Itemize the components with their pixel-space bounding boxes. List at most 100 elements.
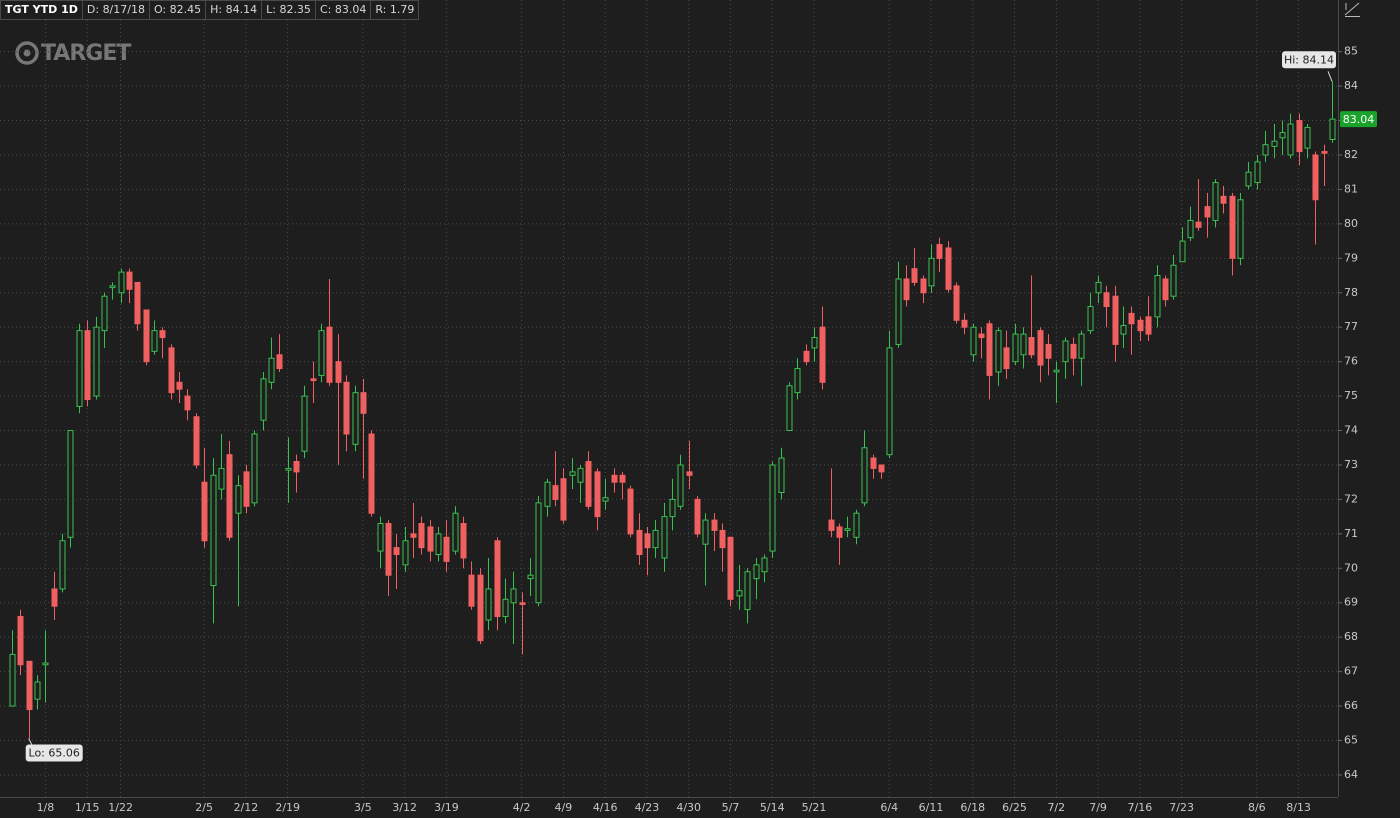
x-tick-label: 1/22 xyxy=(108,801,133,814)
candle-body xyxy=(828,519,835,531)
logo: TARGET xyxy=(15,41,132,66)
candle-body xyxy=(853,512,860,538)
candle-body xyxy=(310,378,317,382)
candle-body xyxy=(84,330,91,401)
candle-body xyxy=(218,467,225,490)
candle-body xyxy=(669,498,676,518)
grid xyxy=(0,0,1338,797)
candle-body xyxy=(535,502,542,604)
x-tick-label: 4/16 xyxy=(593,801,618,814)
x-tick-label: 4/30 xyxy=(676,801,701,814)
candle-body xyxy=(176,381,183,390)
header-field: H: 84.14 xyxy=(206,0,263,20)
candle-body xyxy=(1095,281,1102,294)
candle-body xyxy=(335,361,342,383)
candle-body xyxy=(552,485,559,500)
candle-body xyxy=(343,381,350,435)
candle-body xyxy=(961,319,968,328)
hi-label-box xyxy=(1282,51,1336,69)
candle-body xyxy=(1087,306,1094,332)
x-tick-label: 3/19 xyxy=(434,801,459,814)
candle-body xyxy=(1103,292,1110,308)
watermark: TARGET xyxy=(41,41,131,66)
candle-body xyxy=(1037,330,1044,366)
candle-body xyxy=(519,602,526,605)
candle-body xyxy=(986,323,993,376)
y-tick-label: 68 xyxy=(1344,630,1358,643)
y-tick-label: 72 xyxy=(1344,492,1358,505)
candle-body xyxy=(811,337,818,349)
hi-label: Hi: 84.14 xyxy=(1284,53,1334,66)
y-tick-label: 66 xyxy=(1344,699,1358,712)
candle-body xyxy=(452,512,459,552)
candle-body xyxy=(1312,154,1319,201)
candle-body xyxy=(1237,199,1244,259)
y-tick-label: 75 xyxy=(1344,389,1358,402)
candle-body xyxy=(1271,140,1278,147)
candle-body xyxy=(26,660,33,711)
y-tick-label: 74 xyxy=(1344,424,1358,437)
x-tick-label: 4/2 xyxy=(513,801,531,814)
candle-body xyxy=(677,464,684,507)
x-tick-label: 5/7 xyxy=(722,801,740,814)
candle-body xyxy=(844,528,851,531)
candle-body xyxy=(235,485,242,514)
candle-body xyxy=(159,330,166,339)
candle-body xyxy=(1112,295,1119,345)
candle-body xyxy=(577,467,584,483)
x-tick-label: 4/9 xyxy=(555,801,573,814)
candle-body xyxy=(9,653,16,707)
candle-body xyxy=(17,616,24,666)
x-tick-label: 8/13 xyxy=(1286,801,1311,814)
candle-body xyxy=(494,540,501,618)
candle-body xyxy=(611,474,618,483)
candle-body xyxy=(51,588,58,607)
header-bar: TGT YTD 1D D: 8/17/18 O: 82.45 H: 84.14 L: 8… xyxy=(0,0,420,20)
candle-body xyxy=(151,330,158,352)
x-tick-label: 6/25 xyxy=(1002,801,1027,814)
x-tick-label: 7/2 xyxy=(1047,801,1065,814)
x-tick-label: 1/8 xyxy=(37,801,55,814)
candle-body xyxy=(928,257,935,287)
x-tick-label: 6/18 xyxy=(960,801,985,814)
x-tick-label: 6/4 xyxy=(880,801,898,814)
candle-body xyxy=(886,347,893,456)
chart-style-icon[interactable] xyxy=(1342,0,1362,18)
candle-body xyxy=(1078,333,1085,359)
candle-body xyxy=(268,357,275,383)
candle-body xyxy=(134,281,141,325)
candle-body xyxy=(920,278,927,294)
header-field: D: 8/17/18 xyxy=(82,0,150,20)
header-field: L: 82.35 xyxy=(262,0,316,20)
candle-body xyxy=(118,271,125,294)
candle-body xyxy=(67,430,74,538)
candle-body xyxy=(1012,333,1019,363)
candle-body xyxy=(995,330,1002,373)
candle-body xyxy=(661,516,668,559)
candle-body xyxy=(769,464,776,552)
candle-body xyxy=(627,488,634,535)
candle-body xyxy=(293,461,300,473)
candle-body xyxy=(911,268,918,283)
candle-body xyxy=(109,285,116,289)
candle-body xyxy=(360,392,367,414)
candle-body xyxy=(427,526,434,552)
candle-body xyxy=(1296,120,1303,153)
candle-body xyxy=(1128,312,1135,325)
x-tick-label: 2/5 xyxy=(195,801,213,814)
candle-body xyxy=(861,447,868,504)
candle-body xyxy=(377,523,384,552)
candle-body xyxy=(744,571,751,611)
candle-body xyxy=(485,588,492,621)
candle-body xyxy=(226,454,233,538)
candle-body xyxy=(1321,151,1328,154)
candle-body xyxy=(184,395,191,411)
candle-body xyxy=(753,564,760,580)
candle-body xyxy=(1045,343,1052,359)
candle-body xyxy=(803,350,810,363)
candle-body xyxy=(527,574,534,580)
header-field: TGT YTD 1D xyxy=(0,0,83,20)
y-tick-label: 70 xyxy=(1344,561,1358,574)
y-tick-label: 69 xyxy=(1344,596,1358,609)
candle-body xyxy=(1154,275,1161,318)
